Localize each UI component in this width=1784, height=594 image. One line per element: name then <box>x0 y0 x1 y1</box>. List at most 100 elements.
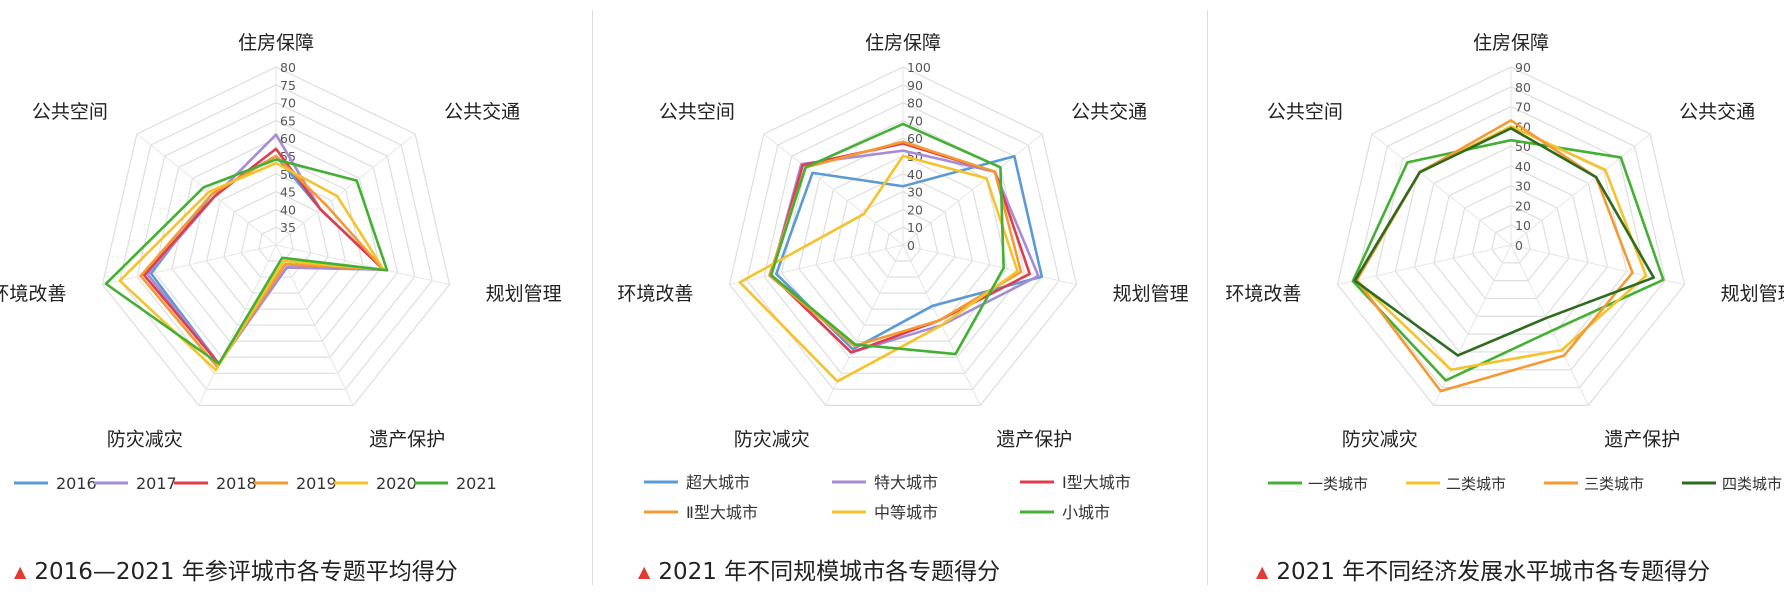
grid-spoke <box>1337 244 1512 286</box>
axis-label: 环境改善 <box>0 283 66 305</box>
grid-spoke <box>825 244 904 406</box>
grid-spoke <box>275 244 450 286</box>
tick-label: 20 <box>1515 198 1531 213</box>
chart-title: ▲ 2021 年不同规模城市各专题得分 <box>638 552 1000 586</box>
grid-ring <box>815 155 991 326</box>
legend-label: 特大城市 <box>874 473 938 492</box>
grid-spoke <box>136 133 277 246</box>
axis-label: 公共交通 <box>1071 101 1147 123</box>
grid-spoke <box>902 133 1043 246</box>
chart-title: ▲ 2021 年不同经济发展水平城市各专题得分 <box>1256 552 1710 586</box>
tick-label: 60 <box>280 131 296 146</box>
grid-ring <box>850 190 956 294</box>
panel-divider <box>1207 10 1208 585</box>
legend-label: 四类城市 <box>1722 475 1782 493</box>
grid-ring <box>257 226 295 262</box>
axis-label: 防灾减灾 <box>1342 429 1418 451</box>
grid-spoke <box>1371 133 1512 246</box>
axis-label: 公共空间 <box>1267 101 1343 123</box>
grid-spoke <box>102 244 277 286</box>
tick-label: 80 <box>280 60 296 75</box>
tick-label: 40 <box>907 167 923 182</box>
tick-label: 45 <box>280 185 296 200</box>
chart-title-text: 2016—2021 年参评城市各专题平均得分 <box>34 559 458 585</box>
axis-label: 环境改善 <box>1225 283 1301 305</box>
grid-ring <box>223 190 329 294</box>
triangle-icon: ▲ <box>1256 562 1269 581</box>
grid-ring <box>1356 86 1666 389</box>
axis-label: 环境改善 <box>617 283 693 305</box>
series-line <box>1351 138 1665 382</box>
grid-ring <box>153 119 399 358</box>
axis-label: 住房保障 <box>238 32 314 54</box>
tick-label: 10 <box>907 220 923 235</box>
triangle-icon: ▲ <box>14 562 27 581</box>
legend-label: 2017 <box>136 474 177 493</box>
tick-label: 60 <box>907 131 923 146</box>
axis-label: 公共空间 <box>32 101 108 123</box>
grid-spoke <box>763 133 904 246</box>
tick-label: 30 <box>1515 179 1531 194</box>
radar-chart-3: 0102030405060708090住房保障公共交通规划管理遗产保护防灾减灾环… <box>1225 32 1784 493</box>
tick-label: 0 <box>1515 238 1523 253</box>
tick-label: 30 <box>907 185 923 200</box>
axis-label: 公共交通 <box>444 101 520 123</box>
legend-label: Ⅰ型大城市 <box>1062 473 1131 492</box>
grid-ring <box>832 173 974 310</box>
tick-label: 20 <box>907 202 923 217</box>
grid-ring <box>1452 185 1570 300</box>
legend-label: 超大城市 <box>686 473 750 492</box>
grid-ring <box>119 84 433 390</box>
grid-ring <box>1491 224 1531 264</box>
tick-label: 90 <box>907 78 923 93</box>
tick-label: 70 <box>1515 100 1531 115</box>
radar-chart-2: 0102030405060708090100住房保障公共交通规划管理遗产保护防灾… <box>617 32 1188 522</box>
series-line <box>738 154 1019 383</box>
tick-label: 35 <box>280 220 296 235</box>
grid-ring <box>780 119 1026 358</box>
tick-label: 10 <box>1515 218 1531 233</box>
grid-ring <box>1394 125 1628 353</box>
tick-label: 40 <box>1515 159 1531 174</box>
series-line <box>775 154 1044 351</box>
grid-spoke <box>275 133 416 246</box>
grid-spoke <box>198 244 277 406</box>
legend-label: 中等城市 <box>874 503 938 522</box>
legend-label: 二类城市 <box>1446 475 1506 493</box>
grid-ring <box>1433 165 1589 317</box>
axis-label: 公共交通 <box>1679 101 1755 123</box>
tick-label: 100 <box>907 60 931 75</box>
legend-label: 一类城市 <box>1308 475 1368 493</box>
radar-chart-1: 35404550556065707580住房保障公共交通规划管理遗产保护防灾减灾… <box>0 32 562 493</box>
series-line <box>104 158 389 365</box>
tick-label: 65 <box>280 113 296 128</box>
panel-divider <box>592 10 593 585</box>
axis-label: 遗产保护 <box>369 429 445 451</box>
tick-label: 70 <box>907 113 923 128</box>
tick-label: 90 <box>1515 60 1531 75</box>
tick-label: 75 <box>280 78 296 93</box>
axis-label: 防灾减灾 <box>107 429 183 451</box>
grid-ring <box>798 137 1008 342</box>
axis-label: 规划管理 <box>486 283 562 305</box>
grid-spoke <box>1510 244 1589 406</box>
grid-ring <box>884 226 922 262</box>
grid-ring <box>101 66 451 406</box>
grid-spoke <box>902 244 1077 286</box>
grid-spoke <box>1510 133 1651 246</box>
series-line <box>769 122 1005 356</box>
axis-label: 遗产保护 <box>996 429 1072 451</box>
axis-label: 规划管理 <box>1113 283 1189 305</box>
grid-ring <box>728 66 1078 406</box>
grid-ring <box>1471 204 1551 282</box>
legend-label: Ⅱ型大城市 <box>686 503 758 522</box>
legend-label: 2019 <box>296 474 337 493</box>
chart-title-text: 2021 年不同经济发展水平城市各专题得分 <box>1276 559 1711 585</box>
grid-ring <box>746 84 1060 390</box>
legend-label: 2018 <box>216 474 257 493</box>
axis-label: 公共空间 <box>659 101 735 123</box>
tick-label: 40 <box>280 202 296 217</box>
tick-label: 70 <box>280 96 296 111</box>
series-line <box>1355 119 1634 393</box>
